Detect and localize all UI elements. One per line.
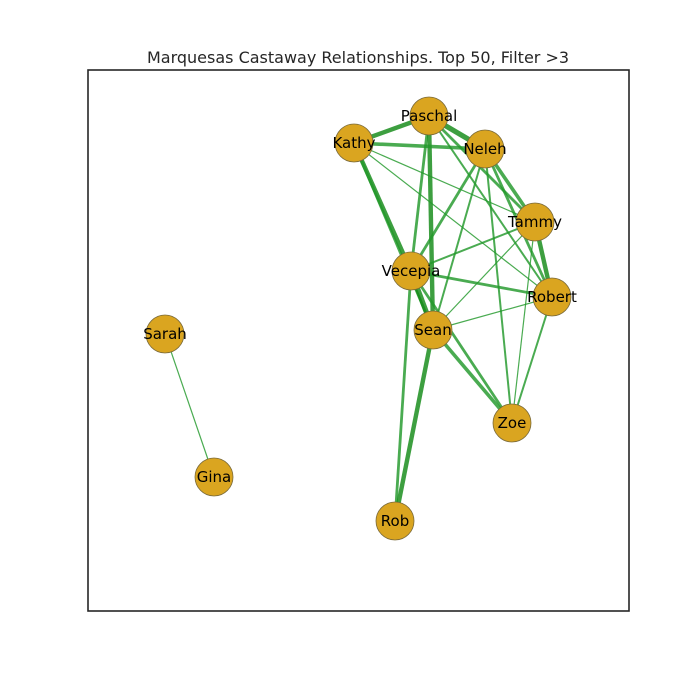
edge-robert-zoe (511, 296, 553, 424)
edge-vecepia-robert (410, 269, 553, 299)
node-label-vecepia: Vecepia (382, 262, 441, 280)
edge-tammy-vecepia (410, 221, 536, 272)
node-rob: Rob (375, 501, 415, 541)
node-label-gina: Gina (197, 468, 232, 486)
node-circle-rob (375, 501, 415, 541)
node-circle-gina (194, 457, 234, 497)
node-label-paschal: Paschal (401, 107, 458, 125)
node-circle-sarah (145, 314, 185, 354)
plot-frame (87, 69, 630, 612)
node-label-zoe: Zoe (498, 414, 527, 432)
plot-title: Marquesas Castaway Relationships. Top 50… (147, 48, 569, 67)
node-label-sean: Sean (414, 321, 451, 339)
edge-paschal-sean (426, 115, 436, 331)
node-label-tammy: Tammy (507, 213, 562, 231)
edge-sean-zoe (431, 328, 514, 425)
edge-sean-rob (392, 329, 436, 522)
edge-kathy-neleh (353, 141, 486, 151)
node-label-kathy: Kathy (332, 134, 375, 152)
edge-vecepia-zoe (409, 270, 514, 424)
edge-paschal-tammy (428, 115, 536, 223)
node-label-sarah: Sarah (143, 325, 187, 343)
node-circle-tammy (515, 202, 555, 242)
node-sean: Sean (413, 310, 453, 350)
node-circle-neleh (465, 129, 505, 169)
edge-sarah-gina (164, 333, 215, 478)
node-circle-paschal (409, 96, 449, 136)
edge-paschal-vecepia (409, 115, 431, 272)
node-circle-vecepia (391, 251, 431, 291)
node-label-rob: Rob (381, 512, 409, 530)
edge-vecepia-rob (393, 270, 413, 522)
node-robert: Robert (527, 277, 577, 317)
node-neleh: Neleh (463, 129, 507, 169)
node-circle-zoe (492, 403, 532, 443)
node-sarah: Sarah (143, 314, 187, 354)
node-tammy: Tammy (507, 202, 562, 242)
node-circle-robert (532, 277, 572, 317)
node-gina: Gina (194, 457, 234, 497)
node-label-neleh: Neleh (463, 140, 506, 158)
node-kathy: Kathy (332, 123, 376, 163)
node-circle-sean (413, 310, 453, 350)
edge-tammy-zoe (511, 221, 536, 424)
node-vecepia: Vecepia (382, 251, 441, 291)
node-paschal: Paschal (401, 96, 458, 136)
node-zoe: Zoe (492, 403, 532, 443)
edge-tammy-sean (432, 221, 536, 331)
edge-kathy-robert (353, 142, 553, 298)
node-circle-kathy (334, 123, 374, 163)
edge-kathy-tammy (353, 142, 536, 223)
edge-neleh-vecepia (409, 148, 487, 272)
edge-sean-robert (432, 296, 553, 331)
nodes-layer: Paschal Kathy Neleh Tammy Vecepia Robert Sean S… (143, 96, 577, 541)
edge-neleh-sean (432, 148, 486, 331)
node-label-robert: Robert (527, 288, 577, 306)
